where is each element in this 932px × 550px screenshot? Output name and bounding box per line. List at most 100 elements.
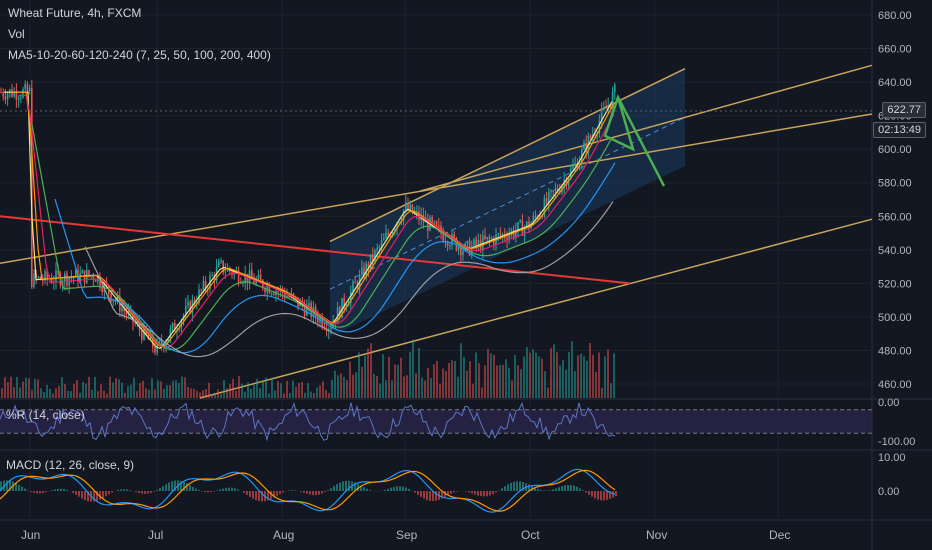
volume-bar: [595, 371, 597, 398]
volume-bar: [397, 364, 399, 398]
volume-bar: [199, 392, 201, 398]
macd-histogram-bar: [423, 491, 425, 499]
volume-bar: [268, 393, 270, 398]
volume-bar: [10, 376, 12, 398]
price-candle: [253, 278, 255, 284]
chart-title[interactable]: Wheat Future, 4h, FXCM: [8, 6, 142, 20]
williams-r-line: [0, 401, 616, 442]
williams-r-tick-label: -100.00: [878, 436, 915, 448]
moving-average-label[interactable]: MA5-10-20-60-120-240 (7, 25, 50, 100, 20…: [8, 48, 271, 62]
volume-bar: [610, 383, 612, 398]
price-candle: [204, 280, 207, 289]
macd-histogram-bar: [24, 488, 26, 491]
price-candle: [237, 270, 240, 283]
volume-bar: [319, 385, 321, 398]
price-candle: [598, 121, 601, 134]
macd-histogram-bar: [474, 491, 476, 495]
volume-bar: [109, 376, 111, 398]
volume-bar: [556, 352, 558, 398]
price-candle: [81, 270, 84, 274]
price-candle: [167, 338, 169, 343]
volume-bar: [103, 390, 105, 398]
price-candle: [398, 222, 400, 224]
macd-histogram-bar: [279, 491, 281, 495]
macd-histogram-bar: [123, 489, 125, 491]
volume-bar: [361, 366, 363, 398]
macd-histogram-bar: [267, 491, 269, 501]
macd-histogram-bar: [168, 482, 170, 491]
volume-bar: [73, 383, 75, 398]
price-candle: [341, 298, 343, 319]
macd-histogram-bar: [6, 480, 8, 491]
volume-bar: [424, 380, 426, 398]
volume-bar: [400, 357, 402, 398]
macd-histogram-bar: [198, 490, 200, 491]
price-candle: [409, 204, 411, 210]
price-candle: [154, 347, 156, 353]
price-candle: [242, 282, 244, 284]
volume-bar: [157, 380, 159, 398]
volume-bar: [133, 377, 135, 398]
macd-histogram-bar: [564, 485, 566, 491]
price-candle: [462, 250, 464, 256]
price-candle: [22, 89, 24, 98]
macd-histogram-bar: [33, 491, 35, 493]
x-tick-label: Jul: [148, 528, 163, 542]
volume-bar: [340, 373, 342, 398]
price-candle: [565, 179, 568, 186]
volume-bar: [232, 378, 234, 398]
price-candle: [31, 87, 33, 287]
price-candle: [515, 230, 517, 237]
price-candle: [24, 84, 26, 90]
volume-bar: [370, 343, 372, 398]
volume-bar: [373, 373, 375, 398]
macd-histogram-bar: [153, 491, 155, 492]
price-candle: [466, 240, 469, 244]
price-candle: [66, 273, 68, 286]
price-candle: [497, 233, 499, 235]
macd-histogram-bar: [390, 487, 392, 491]
price-candle: [589, 135, 592, 138]
price-candle: [101, 287, 103, 292]
volume-bar: [601, 387, 603, 398]
price-candle: [380, 240, 383, 247]
macd-histogram-bar: [387, 488, 389, 491]
macd-histogram-bar: [447, 491, 449, 496]
price-candle: [259, 274, 262, 281]
macd-histogram-bar: [291, 490, 293, 491]
volume-bar: [154, 389, 156, 398]
volume-bar: [427, 367, 429, 398]
price-candle: [200, 289, 202, 291]
volume-bar: [172, 380, 174, 398]
volume-bar: [535, 352, 537, 398]
macd-histogram-bar: [426, 491, 428, 501]
volume-bar: [358, 352, 360, 398]
macd-histogram-bar: [39, 491, 41, 494]
price-candle: [37, 276, 40, 278]
volume-bar: [220, 393, 222, 398]
price-candle: [435, 221, 438, 225]
williams-r-label[interactable]: %R (14, close): [6, 408, 85, 422]
macd-histogram-bar: [246, 491, 248, 495]
volume-bar: [100, 384, 102, 398]
macd-histogram-bar: [63, 489, 65, 491]
macd-histogram-bar: [357, 483, 359, 491]
macd-histogram-bar: [270, 491, 272, 500]
macd-histogram-bar: [57, 488, 59, 491]
macd-histogram-bar: [42, 491, 44, 493]
price-candle: [427, 218, 429, 231]
volume-bar: [457, 376, 459, 398]
price-candle: [376, 247, 378, 251]
macd-histogram-bar: [333, 486, 335, 491]
volume-bar: [415, 373, 417, 398]
price-candle: [433, 221, 436, 223]
macd-histogram-bar: [336, 484, 338, 491]
resistance-trendline: [0, 113, 873, 264]
price-candle: [600, 109, 603, 122]
macd-histogram-bar: [498, 490, 500, 491]
volume-label[interactable]: Vol: [8, 27, 25, 41]
volume-bar: [1, 388, 3, 398]
price-candle: [336, 307, 339, 323]
macd-label[interactable]: MACD (12, 26, close, 9): [6, 458, 135, 472]
